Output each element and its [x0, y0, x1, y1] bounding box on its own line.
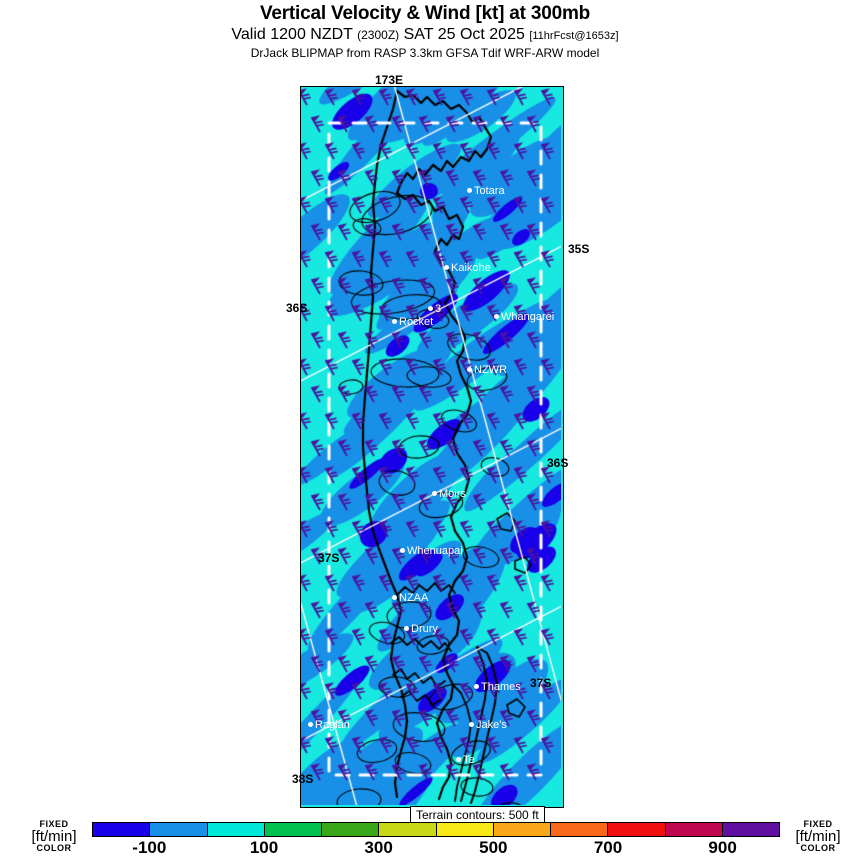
colorbar-segment-4	[322, 823, 380, 836]
valid-date: SAT 25 Oct 2025	[403, 26, 525, 43]
model-source-line: DrJack BLIPMAP from RASP 3.3km GFSA Tdif…	[250, 46, 600, 60]
colorbar-legend: FIXED [ft/min] COLOR -100 100 300 500 700 900…	[0, 819, 850, 860]
colorbar-right-unit: FIXED [ft/min] COLOR	[786, 819, 850, 854]
colorbar-segment-8	[551, 823, 609, 836]
terrain-contours-note: Terrain contours: 500 ft	[410, 806, 545, 825]
valid-time-prefix: Valid 1200 NZDT	[231, 26, 353, 43]
colorbar-tick-900: 900	[708, 838, 737, 857]
weather-map[interactable]	[300, 86, 564, 808]
colorbar-left-unit: FIXED [ft/min] COLOR	[22, 819, 86, 854]
colorbar-segment-1	[150, 823, 208, 836]
valid-time-zulu: (2300Z)	[357, 28, 400, 42]
colorbar-tick-700: 700	[593, 838, 623, 857]
colorbar-segment-2	[207, 823, 265, 836]
colorbar-tick-neg100: -100	[132, 838, 167, 857]
colorbar-segment-5	[379, 823, 437, 836]
colorbar-segment-3	[264, 823, 322, 836]
colorbar-segment-11	[722, 823, 779, 836]
grid-label-36s-2: 36S	[286, 301, 308, 315]
page-title: Vertical Velocity & Wind [kt] at 300mb	[259, 3, 591, 24]
colorbar-segment-10	[665, 823, 723, 836]
grid-label-37s-4: 37S	[318, 551, 340, 565]
colorbar-right-fixed-label: FIXED	[803, 819, 833, 829]
colorbar-tick-labels: -100 100 300 500 700 900	[92, 838, 780, 860]
colorbar-left-fixed-label: FIXED	[39, 819, 69, 829]
grid-label-35s-1: 35S	[568, 242, 590, 256]
colorbar-segment-9	[608, 823, 666, 836]
grid-label-173e-0: 173E	[375, 73, 404, 87]
grid-label-36s-3: 36S	[547, 456, 569, 470]
colorbar-left-color-label: COLOR	[36, 843, 72, 854]
grid-label-38s-6: 38S	[292, 772, 314, 786]
colorbar-segment-6	[436, 823, 494, 836]
grid-label-37s-5: 37S	[530, 676, 552, 690]
colorbar-tick-500: 500	[479, 838, 508, 857]
colorbar-tick-300: 300	[364, 838, 393, 857]
colorbar-segment-7	[493, 823, 551, 836]
colorbar-gradient[interactable]	[92, 822, 780, 837]
colorbar-tick-100: 100	[249, 838, 279, 857]
title-block: Vertical Velocity & Wind [kt] at 300mb V…	[0, 0, 850, 61]
forecast-hour: [11hrFcst@1653z]	[529, 30, 619, 42]
colorbar-left-unit-label: [ft/min]	[31, 828, 77, 846]
map-raster	[301, 87, 561, 805]
valid-time-line: Valid 1200 NZDT (2300Z) SAT 25 Oct 2025 …	[0, 25, 850, 46]
colorbar-right-color-label: COLOR	[800, 843, 836, 854]
colorbar-segment-0	[93, 823, 151, 836]
colorbar-right-unit-label: [ft/min]	[795, 828, 841, 846]
